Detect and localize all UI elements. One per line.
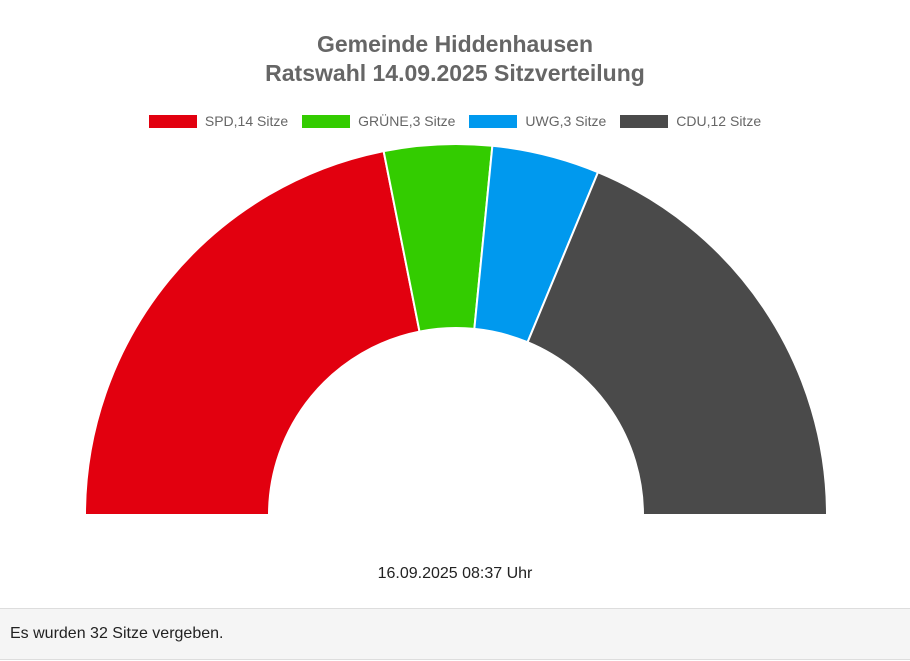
seat-distribution-chart	[83, 143, 829, 516]
legend-item-uwg[interactable]: UWG,3 Sitze	[469, 113, 606, 129]
legend-label-cdu: CDU,12 Sitze	[676, 113, 762, 129]
chart-title-line-1: Gemeinde Hiddenhausen	[316, 31, 594, 57]
slice-cdu[interactable]	[526, 170, 829, 516]
footer-summary: Es wurden 32 Sitze vergeben.	[0, 608, 910, 660]
legend-swatch-gruene	[302, 114, 351, 128]
legend-item-gruene[interactable]: GRÜNE,3 Sitze	[302, 113, 455, 129]
legend-swatch-spd	[148, 114, 197, 128]
chart-legend: SPD,14 Sitze GRÜNE,3 Sitze UWG,3 Sitze C…	[0, 113, 910, 129]
slice-spd[interactable]	[83, 149, 421, 516]
legend-item-spd[interactable]: SPD,14 Sitze	[148, 113, 289, 129]
chart-title-line-2: Ratswahl 14.09.2025 Sitzverteilung	[265, 60, 645, 86]
legend-label-spd: SPD,14 Sitze	[204, 113, 289, 129]
chart-title: Gemeinde Hiddenhausen Ratswahl 14.09.202…	[0, 30, 910, 88]
timestamp: 16.09.2025 08:37 Uhr	[377, 565, 533, 582]
legend-label-uwg: UWG,3 Sitze	[525, 113, 607, 129]
legend-swatch-uwg	[469, 114, 518, 128]
legend-item-cdu[interactable]: CDU,12 Sitze	[620, 113, 761, 129]
legend-swatch-cdu	[620, 114, 669, 128]
legend-label-gruene: GRÜNE,3 Sitze	[358, 113, 456, 129]
